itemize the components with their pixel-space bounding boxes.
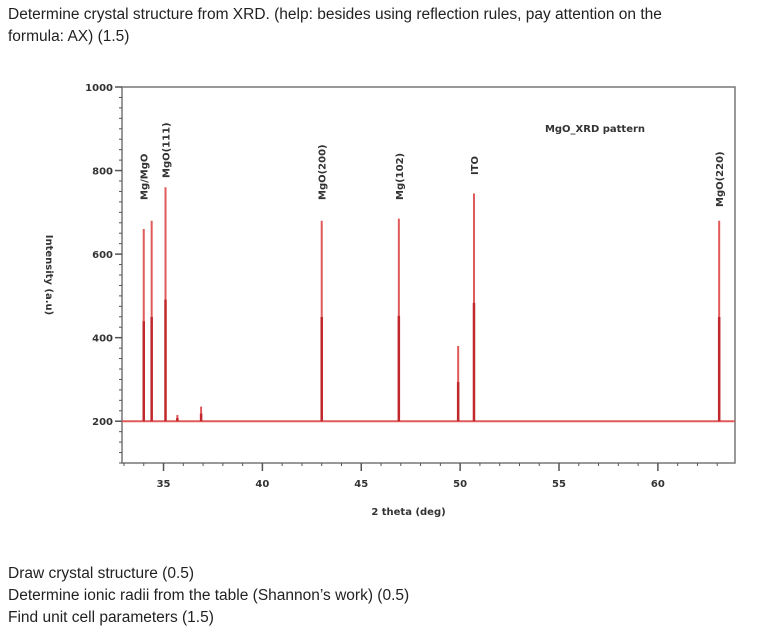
peak-label: Mg(102) [395, 153, 406, 200]
peak-label: Mg/MgO [140, 154, 151, 200]
peak-label: MgO(200) [318, 144, 329, 200]
question-line-2: formula: AX) (1.5) [8, 28, 130, 45]
x-tick-label: 50 [453, 479, 467, 490]
peak-label: MgO(111) [162, 122, 173, 178]
plot-frame [121, 86, 736, 464]
x-axis-label: 2 theta (deg) [371, 507, 445, 518]
y-tick-label: 800 [92, 167, 113, 178]
task-draw-structure: Draw crystal structure (0.5) [8, 565, 195, 582]
task-unit-cell: Find unit cell parameters (1.5) [8, 609, 214, 626]
question-line-1: Determine crystal structure from XRD. (h… [8, 6, 662, 23]
x-tick-label: 45 [354, 479, 368, 490]
peak-label: MgO(220) [715, 151, 726, 207]
x-tick-label: 40 [255, 479, 269, 490]
x-tick-label: 55 [552, 479, 566, 490]
task-ionic-radii: Determine ionic radii from the table (Sh… [8, 587, 410, 604]
x-tick-label: 60 [651, 479, 665, 490]
xrd-chart: 200 400 600 800 1000 35 40 45 50 55 60 2 theta (deg… [43, 83, 736, 518]
x-tick-label: 35 [157, 479, 171, 490]
y-tick-label: 1000 [85, 83, 113, 94]
y-tick-label: 200 [92, 417, 113, 428]
y-axis-label: Intensity (a.u) [43, 235, 54, 316]
y-tick-label: 400 [92, 334, 113, 345]
task-list: Draw crystal structure (0.5) Determine i… [8, 563, 409, 629]
question-header: Determine crystal structure from XRD. (h… [8, 4, 768, 48]
y-tick-label: 600 [92, 250, 113, 261]
chart-title: MgO_XRD pattern [545, 124, 645, 135]
peak-label: ITO [470, 156, 481, 175]
